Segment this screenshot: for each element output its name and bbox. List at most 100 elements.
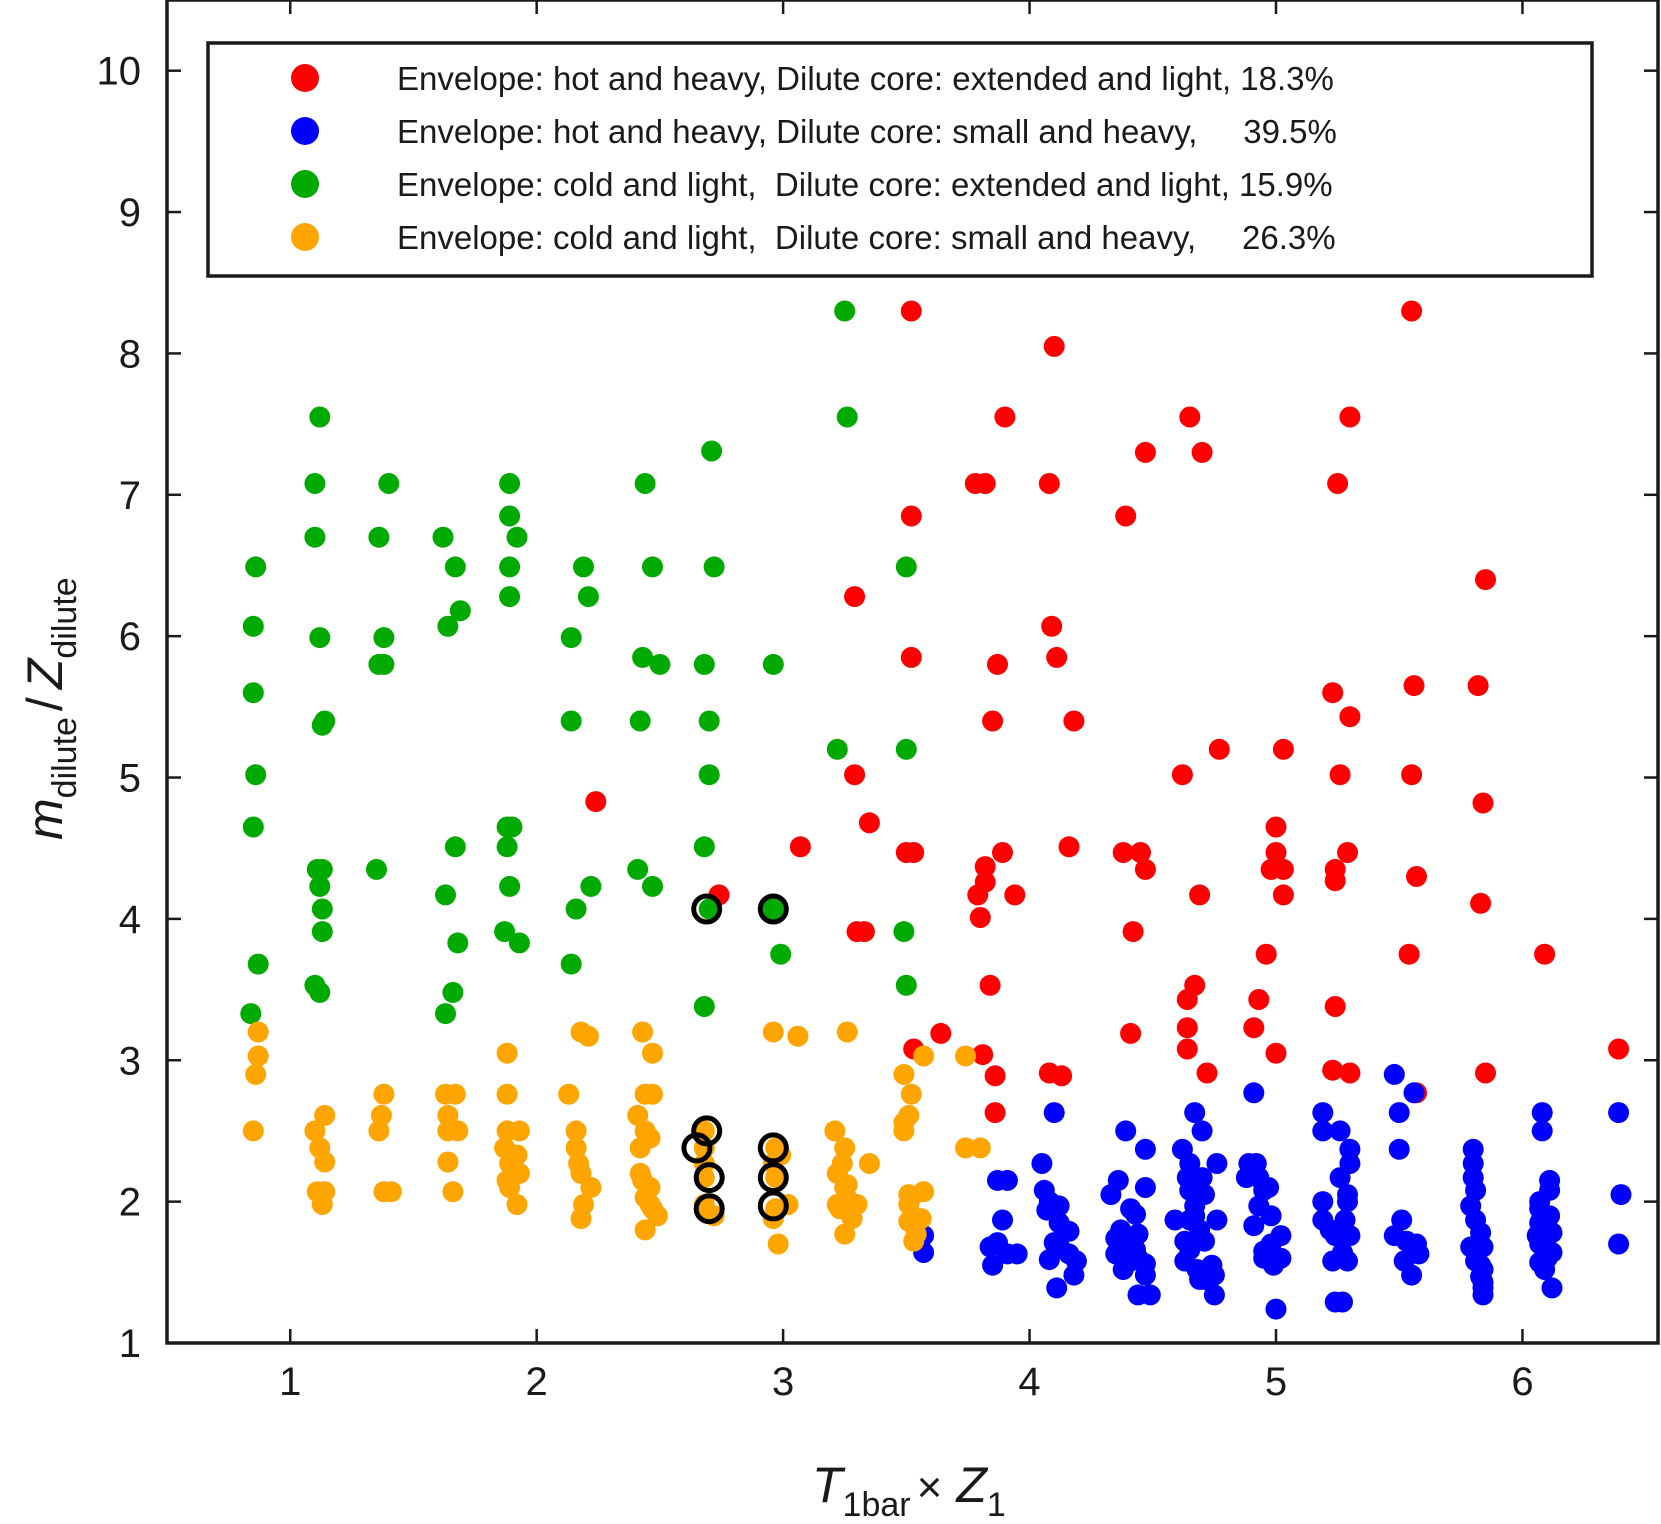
point-series-2-151	[1203, 1284, 1225, 1306]
legend-label-2: Envelope: hot and heavy, Dilute core: sm…	[397, 113, 1337, 150]
point-series-4-99	[570, 1208, 592, 1230]
highlighted-point-ring-1	[691, 893, 723, 925]
point-series-3-23	[449, 600, 471, 622]
point-series-3-25	[437, 615, 459, 637]
point-series-2-128	[982, 1254, 1004, 1276]
point-series-3-41	[826, 738, 848, 760]
point-series-4-29	[242, 1120, 264, 1142]
highlighted-point-ring-5	[757, 1132, 789, 1164]
point-series-3-74	[442, 981, 464, 1003]
point-series-4-48	[834, 1137, 856, 1159]
point-series-1-69	[1176, 989, 1198, 1010]
point-series-1-24	[1339, 706, 1361, 728]
point-series-3-40	[698, 710, 720, 732]
point-series-2-147	[1541, 1277, 1563, 1299]
point-series-4-6	[577, 1025, 599, 1047]
point-series-3-15	[444, 556, 466, 578]
point-series-4-5	[836, 1021, 858, 1043]
point-series-1-26	[1063, 710, 1085, 732]
point-series-1-75	[1120, 1022, 1142, 1044]
point-series-1-5	[1179, 406, 1201, 428]
point-series-3-26	[309, 627, 331, 649]
point-series-2-62	[1260, 1205, 1282, 1227]
point-series-1-60	[969, 907, 991, 928]
point-series-4-53	[314, 1151, 336, 1173]
point-series-3-13	[506, 526, 528, 548]
point-series-4-40	[893, 1120, 915, 1142]
point-series-4-36	[565, 1120, 587, 1142]
point-series-2-139	[1134, 1264, 1156, 1286]
point-series-3-60	[311, 898, 333, 920]
point-series-4-105	[834, 1223, 856, 1245]
point-series-4-54	[437, 1151, 459, 1173]
point-series-4-108	[767, 1233, 789, 1255]
point-series-4-9	[496, 1042, 518, 1064]
point-series-2-5	[1184, 1102, 1206, 1124]
point-series-4-49	[955, 1137, 976, 1159]
point-series-1-67	[979, 974, 1001, 996]
point-series-3-9	[499, 505, 521, 527]
ticks-layer: 1 2 3 4 5 6 1 2 3 4 5 6 7 8 9 10	[97, 0, 1658, 1404]
point-series-3-1	[834, 300, 856, 322]
point-series-1-64	[1255, 943, 1277, 965]
point-series-1-89	[984, 1102, 1006, 1124]
point-series-1-36	[1265, 816, 1287, 838]
y-tick-label-4: 4	[119, 898, 141, 942]
point-series-4-3	[632, 1021, 654, 1043]
point-series-1-46	[974, 856, 996, 878]
point-series-1-74	[930, 1022, 952, 1044]
point-series-2-74	[1243, 1215, 1265, 1237]
point-series-3-48	[444, 836, 466, 858]
point-series-4-70	[499, 1177, 521, 1198]
point-series-1-17	[1041, 615, 1063, 637]
x-tick-label-3: 3	[772, 1360, 794, 1404]
legend-label-3: Envelope: cold and light, Dilute core: e…	[397, 166, 1333, 203]
y-tick-label-2: 2	[119, 1181, 141, 1225]
y-tick-label-5: 5	[119, 757, 141, 801]
legend-marker-3	[291, 170, 319, 198]
point-series-3-32	[649, 653, 671, 675]
point-series-3-42	[895, 738, 917, 760]
point-series-1-59	[1470, 892, 1492, 914]
point-series-1-78	[1265, 1042, 1287, 1064]
point-series-1-10	[974, 473, 996, 494]
point-series-3-11	[368, 526, 390, 548]
y-tick-label-9: 9	[119, 191, 141, 235]
point-series-3-5	[304, 473, 326, 494]
point-series-2-145	[1046, 1277, 1068, 1299]
point-series-3-50	[693, 836, 715, 858]
point-series-1-72	[1176, 1017, 1198, 1039]
point-series-3-45	[242, 816, 264, 838]
point-series-4-21	[642, 1083, 663, 1105]
y-axis-label: mdilute/Zdilute	[17, 577, 84, 840]
point-series-3-49	[496, 836, 518, 858]
point-series-3-55	[309, 875, 331, 897]
point-series-3-62	[698, 898, 720, 920]
point-series-3-66	[893, 921, 915, 943]
y-tick-label-3: 3	[119, 1039, 141, 1083]
point-series-1-2	[1401, 300, 1423, 322]
point-series-1-40	[903, 842, 925, 863]
point-series-3-75	[895, 974, 917, 996]
point-series-1-86	[1475, 1062, 1496, 1084]
point-series-3-65	[494, 921, 516, 943]
point-series-3-10	[304, 526, 326, 548]
point-series-1-7	[1134, 441, 1156, 463]
point-series-1-66	[1534, 943, 1556, 965]
point-series-1-19	[1046, 646, 1068, 668]
x-tick-label-1: 1	[279, 1360, 301, 1404]
point-series-3-20	[895, 556, 917, 578]
point-series-1-83	[1196, 1062, 1218, 1084]
point-series-3-44	[698, 764, 720, 786]
highlighted-point-ring-2	[757, 893, 789, 925]
highlighted-point-ring-4	[681, 1132, 713, 1164]
point-series-3-71	[560, 953, 582, 975]
point-series-2-65	[1164, 1209, 1186, 1231]
point-series-4-17	[444, 1083, 466, 1105]
point-series-2-70	[1391, 1209, 1413, 1231]
highlighted-point-ring-6	[693, 1162, 725, 1194]
point-series-2-49	[1610, 1184, 1632, 1206]
point-series-2-15	[1134, 1138, 1156, 1160]
point-series-4-7	[787, 1025, 809, 1047]
point-series-1-77	[1176, 1038, 1198, 1060]
